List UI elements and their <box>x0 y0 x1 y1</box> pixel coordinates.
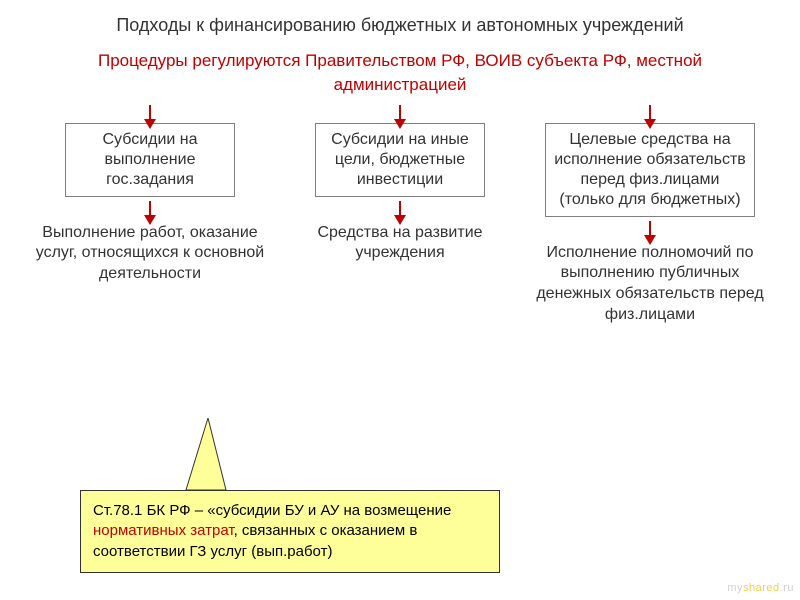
watermark-pre: my <box>727 582 743 594</box>
callout-highlight: нормативных затрат <box>93 522 234 539</box>
watermark-post: .ru <box>780 582 794 594</box>
callout-note: Ст.78.1 БК РФ – «субсидии БУ и АУ на воз… <box>80 490 500 573</box>
callout-prefix: Ст.78.1 БК РФ – «субсидии БУ и АУ на воз… <box>93 502 451 519</box>
column-1: Субсидии на выполнение гос.задания Выпол… <box>30 105 270 330</box>
page-subtitle: Процедуры регулируются Правительством РФ… <box>0 45 800 105</box>
box-subsidy-task: Субсидии на выполнение гос.задания <box>65 123 235 197</box>
desc-3: Исполнение полномочий по выполнению публ… <box>530 239 770 330</box>
box-subsidy-other: Субсидии на иные цели, бюджетные инвести… <box>315 123 485 197</box>
columns-container: Субсидии на выполнение гос.задания Выпол… <box>0 105 800 330</box>
watermark: myshared.ru <box>727 582 794 594</box>
desc-2: Средства на развитие учреждения <box>280 219 520 269</box>
column-2: Субсидии на иные цели, бюджетные инвести… <box>280 105 520 330</box>
desc-1: Выполнение работ, оказание услуг, относя… <box>30 219 270 289</box>
page-title: Подходы к финансированию бюджетных и авт… <box>0 0 800 45</box>
box-targeted-funds: Целевые средства на исполнение обязатель… <box>545 123 755 217</box>
watermark-accent: shared <box>743 582 780 594</box>
callout-tail-icon <box>178 418 238 498</box>
column-3: Целевые средства на исполнение обязатель… <box>530 105 770 330</box>
